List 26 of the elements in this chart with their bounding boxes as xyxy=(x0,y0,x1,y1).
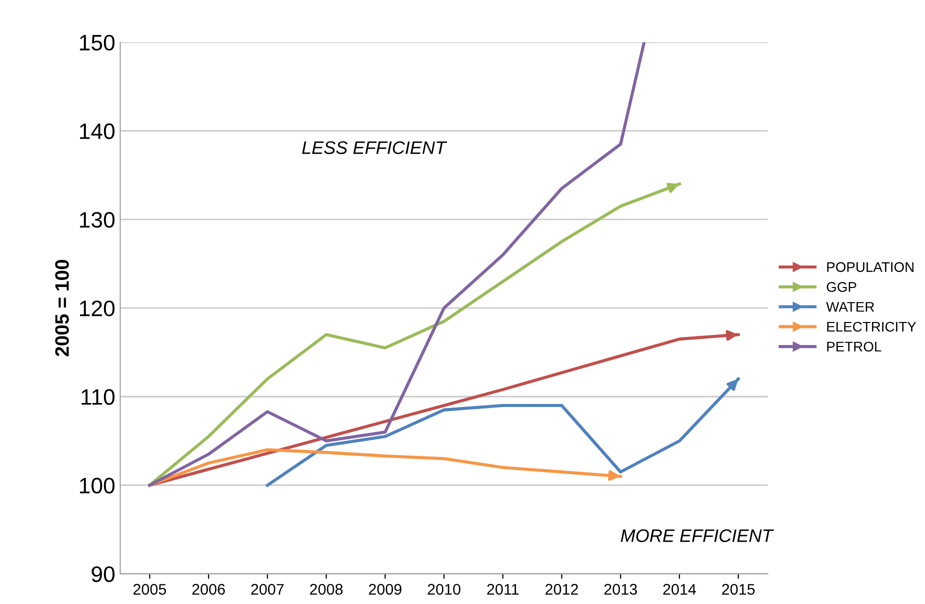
y-tick-label: 120 xyxy=(80,300,115,316)
y-tick-label: 90 xyxy=(92,566,115,582)
x-tick-label: 2015 xyxy=(722,584,755,595)
x-tick-label: 2008 xyxy=(310,584,343,595)
y-tick-label: 150 xyxy=(80,34,115,51)
legend-label: WATER xyxy=(826,302,874,312)
y-tick-label: 100 xyxy=(80,478,115,494)
x-tick-label: 2010 xyxy=(428,584,460,595)
x-tick-label: 2006 xyxy=(192,584,225,595)
y-tick-label: 110 xyxy=(82,389,115,405)
y-axis-title: 2005 = 100 xyxy=(55,260,69,356)
x-tick-label: 2014 xyxy=(663,584,696,595)
legend-label: POPULATION xyxy=(827,262,914,272)
x-tick-label: 2011 xyxy=(487,584,519,595)
y-tick-label: 130 xyxy=(80,212,115,228)
legend-label: PETROL xyxy=(827,342,882,352)
x-tick-label: 2012 xyxy=(546,584,578,595)
x-tick-label: 2005 xyxy=(133,584,166,595)
x-tick-label: 2007 xyxy=(251,584,284,595)
y-tick-label: 140 xyxy=(80,123,115,140)
annotation: MORE EFFICIENT xyxy=(620,529,774,542)
legend-label: GGP xyxy=(826,282,856,292)
x-tick-label: 2009 xyxy=(368,584,402,595)
legend-label: ELECTRICITY xyxy=(827,322,916,332)
x-tick-label: 2013 xyxy=(604,584,637,595)
annotation: LESS EFFICIENT xyxy=(302,141,448,154)
